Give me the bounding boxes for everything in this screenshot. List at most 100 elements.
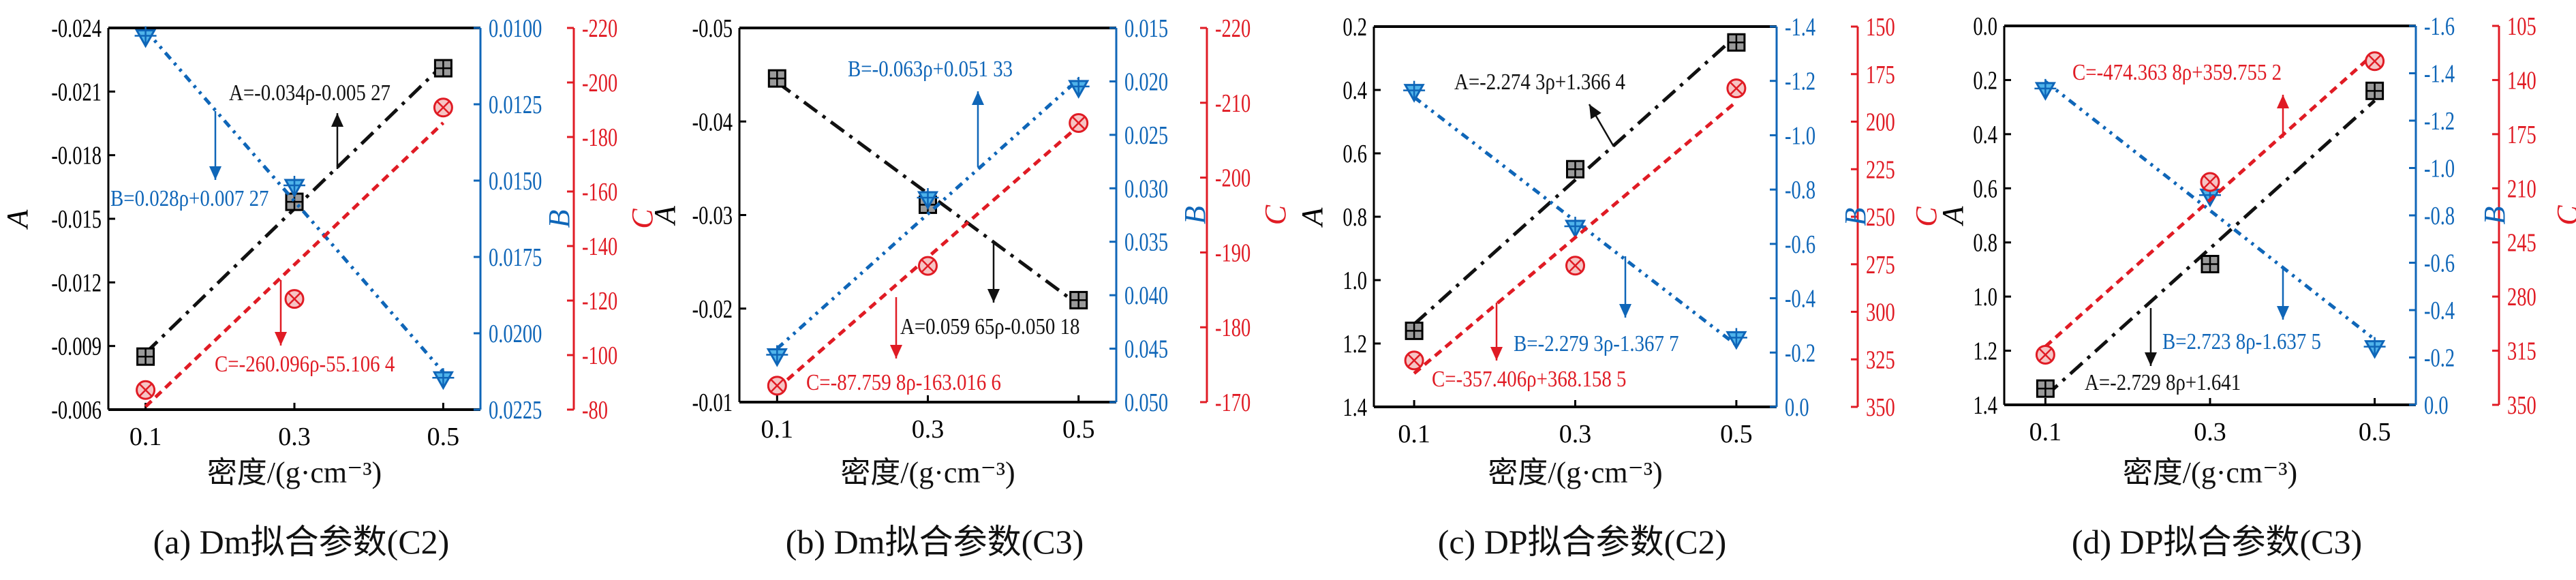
data-point-a (285, 192, 304, 211)
x-axis-title: 密度/(g·cm⁻³) (840, 456, 1015, 489)
b-axis-tick-label: 0.0200 (489, 320, 542, 348)
a-axis-tick-label: 0.4 (1973, 121, 1997, 149)
arrowhead-icon (890, 345, 902, 358)
x-tick-label: 0.1 (129, 423, 162, 451)
cross-mark (1725, 328, 1747, 348)
arrowhead-icon (1490, 347, 1503, 361)
data-point-c (2365, 51, 2385, 72)
b-axis-tick-label: 0.045 (1124, 335, 1168, 364)
fit-line-b (2044, 80, 2376, 341)
data-point-b (1403, 80, 1426, 103)
a-axis-tick-label: 0.8 (1343, 203, 1367, 232)
cross-mark (134, 26, 157, 46)
data-point-b (1564, 216, 1586, 239)
a-axis-tick-label: 1.4 (1343, 393, 1367, 422)
c-axis-tick-label: 210 (2507, 174, 2536, 203)
b-axis-tick-label: 0.0225 (489, 396, 542, 425)
x-tick-label: 0.5 (2359, 418, 2391, 446)
b-axis-tick-label: 0.030 (1124, 174, 1168, 203)
x-tick-label: 0.5 (427, 423, 460, 451)
c-axis-tick-label: -200 (582, 69, 617, 97)
b-axis-tick-label: 0.040 (1124, 281, 1168, 310)
c-axis-tick-label: 245 (2507, 229, 2536, 258)
data-point-b (1067, 76, 1090, 99)
arrowhead-icon (1589, 104, 1601, 119)
a-axis-tick-label: -0.02 (692, 295, 733, 324)
cross-mark (1067, 76, 1090, 97)
c-axis-tick-label: 175 (2507, 121, 2536, 149)
b-axis-tick-label: 0.0125 (489, 91, 542, 119)
b-axis-tick-label: -0.4 (2424, 296, 2455, 325)
cross-mark (1564, 216, 1586, 236)
b-axis-tick-label: -0.6 (2424, 249, 2455, 278)
data-point-c (2035, 344, 2055, 365)
data-point-b (2363, 337, 2386, 359)
fit-line-a (2044, 99, 2376, 398)
c-axis-tick-label: -210 (1215, 89, 1251, 118)
arrowhead-icon (1619, 304, 1631, 318)
b-axis-tick-label: 0.0 (2424, 391, 2449, 420)
fit-line-b (144, 29, 445, 373)
b-axis-tick-label: 0.025 (1124, 121, 1168, 150)
arrowhead-icon (2277, 306, 2289, 320)
x-mark (436, 100, 450, 115)
grid-mark (137, 348, 154, 365)
equation-label-c: C=-474.363 8ρ+359.755 2 (2072, 60, 2282, 85)
a-axis-title: A (1936, 205, 1969, 226)
b-axis-tick-label: -1.2 (2424, 107, 2455, 136)
panel-caption: (a) Dm拟合参数(C2) (153, 523, 450, 561)
grid-mark (435, 60, 452, 77)
data-point-b (766, 345, 788, 367)
arrowhead-icon (2277, 95, 2289, 108)
data-point-a (136, 347, 155, 366)
x-mark (2203, 175, 2217, 189)
c-axis-tick-label: -170 (1215, 388, 1251, 417)
data-point-b (283, 175, 305, 198)
b-axis-tick-label: 0.020 (1124, 67, 1168, 96)
b-axis-tick-label: -1.6 (2424, 12, 2455, 41)
b-axis-tick-label: 0.050 (1124, 388, 1168, 417)
grid-mark (2037, 380, 2054, 397)
a-axis-tick-label: -0.024 (51, 14, 102, 43)
data-point-c (767, 376, 787, 396)
arrowhead-icon (2145, 352, 2157, 366)
x-tick-label: 0.3 (1559, 420, 1592, 448)
x-axis-title: 密度/(g·cm⁻³) (1488, 456, 1662, 489)
data-point-c (433, 97, 453, 118)
data-point-c (1404, 350, 1424, 371)
cross-mark (2034, 78, 2057, 99)
arrowhead-icon (987, 289, 1000, 303)
arrowhead-icon (275, 332, 287, 346)
c-axis-tick-label: 350 (2507, 391, 2536, 420)
b-axis-tick-label: -1.2 (1785, 67, 1815, 96)
equation-label-a: A=0.059 65ρ-0.050 18 (900, 314, 1080, 339)
data-point-a (1727, 33, 1746, 52)
data-point-a (433, 59, 453, 78)
c-axis-tick-label: -220 (1215, 14, 1251, 43)
a-axis-tick-label: -0.04 (692, 108, 733, 136)
b-axis-tick-label: -0.2 (1785, 339, 1815, 367)
panel-caption: (b) Dm拟合参数(C3) (786, 523, 1084, 561)
a-axis-tick-label: -0.05 (692, 14, 733, 43)
equation-label-c: C=-87.759 8ρ-163.016 6 (806, 370, 1001, 395)
c-axis-tick-label: 325 (1866, 346, 1895, 374)
a-axis-tick-label: 0.2 (1343, 13, 1367, 42)
b-axis-tick-label: 0.0150 (489, 167, 542, 196)
equation-label-b: B=-0.063ρ+0.051 33 (848, 57, 1013, 82)
x-tick-label: 0.1 (2029, 418, 2062, 446)
grid-mark (1567, 161, 1584, 178)
arrowhead-icon (209, 166, 221, 180)
b-axis-tick-label: 0.015 (1124, 14, 1168, 43)
a-axis-title: A (1, 209, 34, 230)
grid-mark (2366, 82, 2383, 100)
panel-caption: (d) DP拟合参数(C3) (2072, 523, 2362, 561)
b-axis-tick-label: -1.4 (1785, 13, 1815, 42)
c-axis-tick-label: 140 (2507, 66, 2536, 95)
b-axis-title: B (2478, 207, 2511, 225)
grid-mark (769, 70, 786, 87)
x-mark (1407, 354, 1421, 367)
x-tick-label: 0.5 (1720, 420, 1753, 448)
b-axis-tick-label: 0.0100 (489, 14, 542, 43)
fit-line-a (776, 80, 1080, 307)
b-axis-tick-label: 0.0 (1785, 393, 1809, 422)
